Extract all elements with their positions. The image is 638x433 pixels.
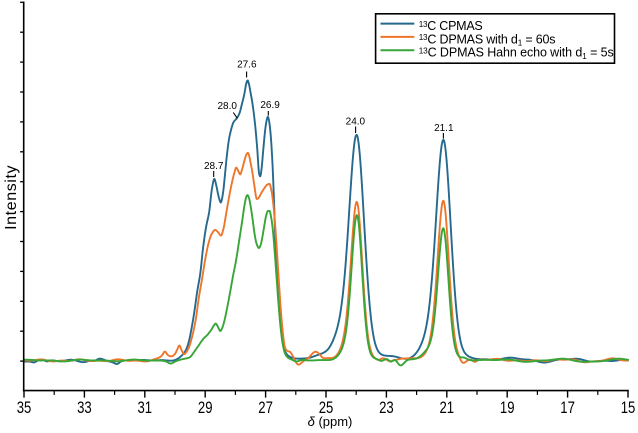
svg-text:35: 35 <box>17 399 32 417</box>
svg-text:25: 25 <box>319 399 334 417</box>
svg-text:28.7: 28.7 <box>204 161 224 172</box>
svg-text:26.9: 26.9 <box>260 100 280 111</box>
svg-text:19: 19 <box>500 399 515 417</box>
svg-text:23: 23 <box>379 399 394 417</box>
svg-text:13C DPMAS Hahn echo with d1 =: 13C DPMAS Hahn echo with d1 = 5s <box>419 46 614 61</box>
svg-text:33: 33 <box>77 399 92 417</box>
svg-text:21: 21 <box>440 399 455 417</box>
svg-text:13C DPMAS with d1 = 60s: 13C DPMAS with d1 = 60s <box>419 32 556 47</box>
svg-text:27.6: 27.6 <box>237 59 257 70</box>
svg-text:27: 27 <box>258 399 273 417</box>
svg-text:21.1: 21.1 <box>434 123 454 134</box>
svg-text:δ (ppm): δ (ppm) <box>308 414 353 429</box>
svg-text:Intensity: Intensity <box>3 165 20 230</box>
svg-text:29: 29 <box>198 399 213 417</box>
svg-text:31: 31 <box>138 399 153 417</box>
svg-text:13C CPMAS: 13C CPMAS <box>419 19 483 33</box>
svg-text:24.0: 24.0 <box>346 117 366 128</box>
svg-text:17: 17 <box>560 399 575 417</box>
svg-text:28.0: 28.0 <box>217 101 237 112</box>
svg-text:15: 15 <box>621 399 636 417</box>
